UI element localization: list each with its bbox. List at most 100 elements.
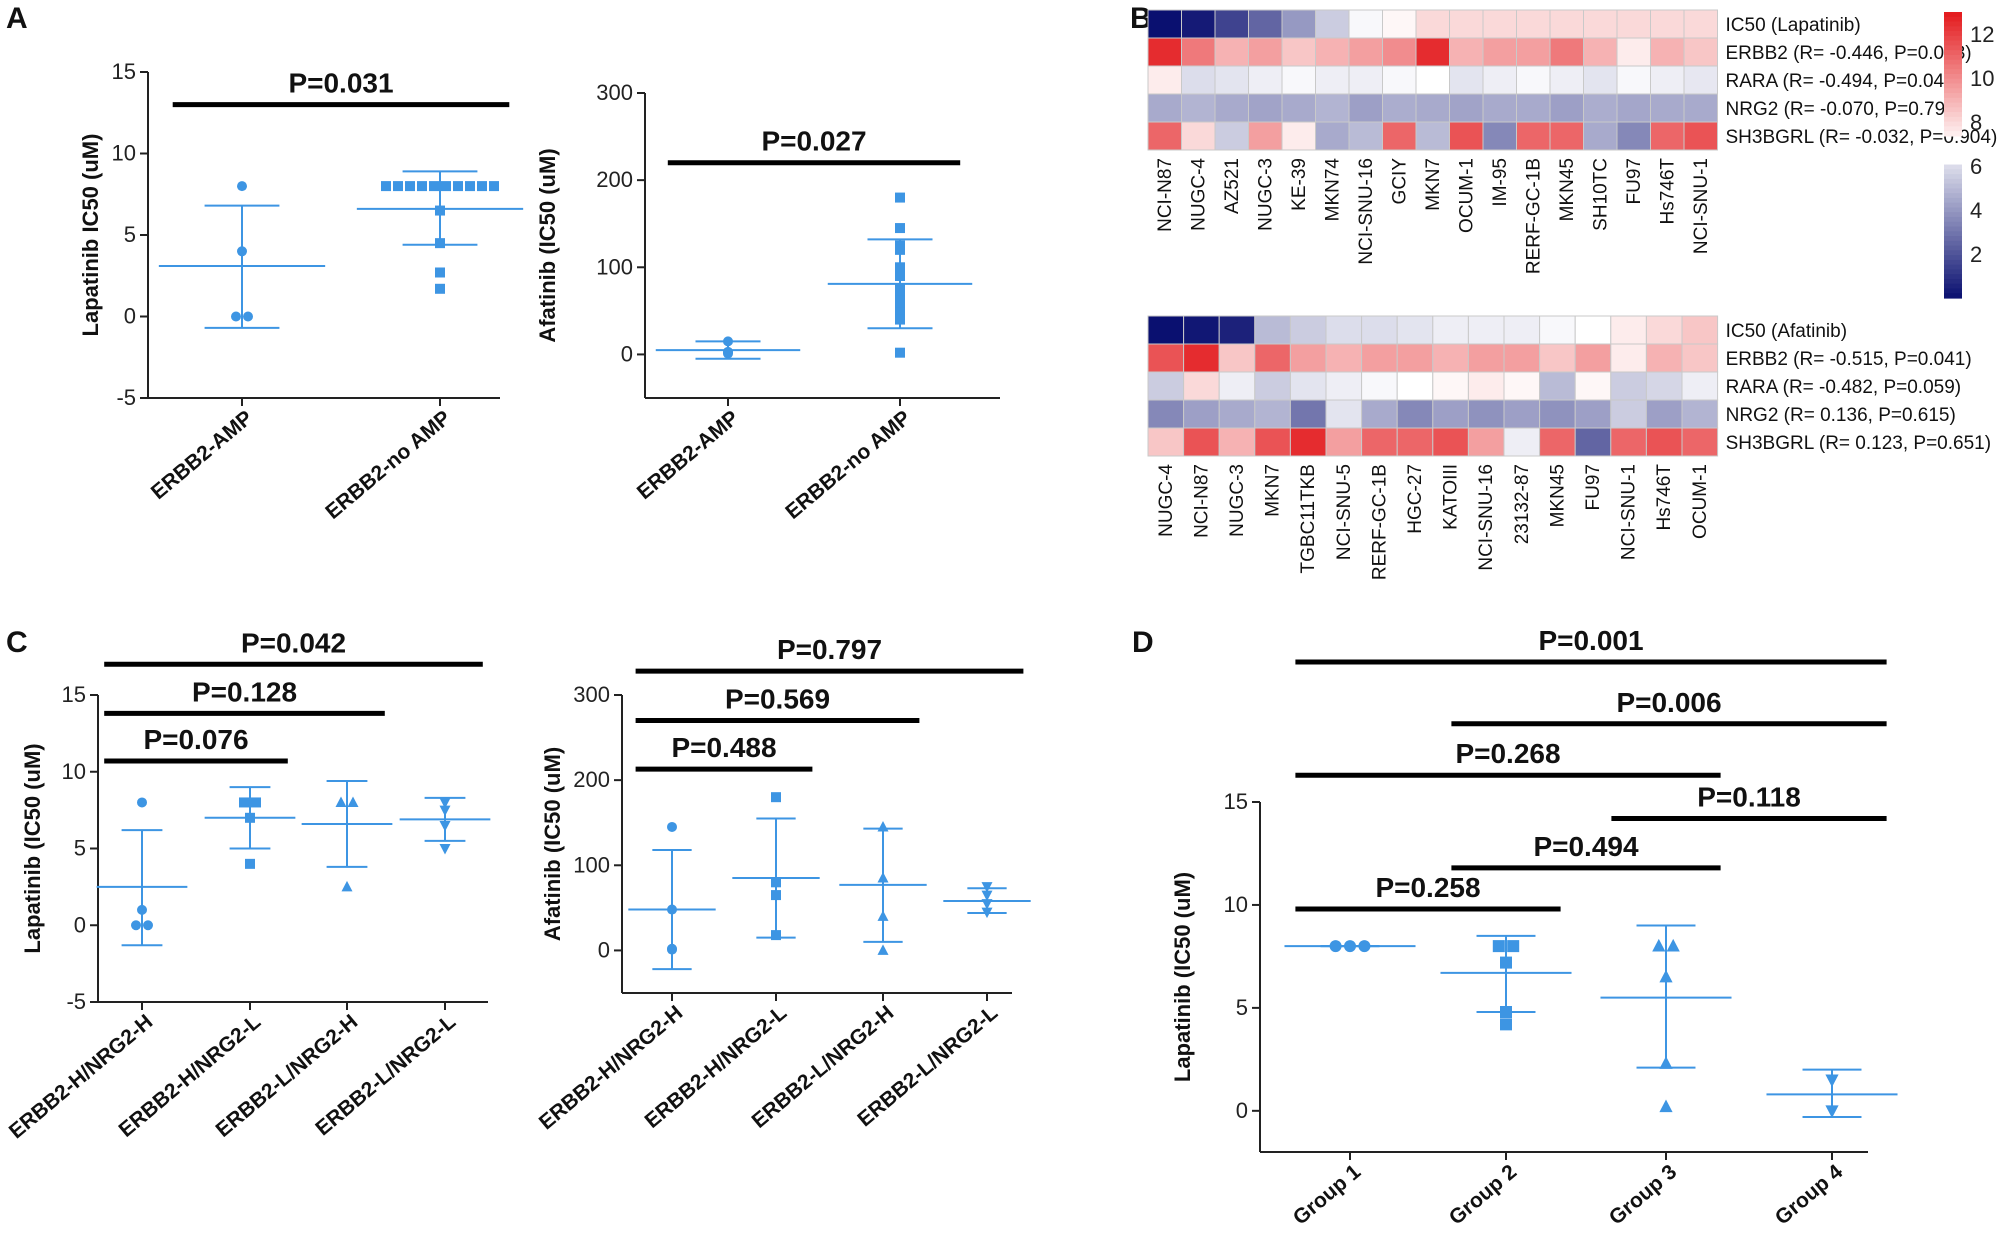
- data-point: [877, 944, 889, 955]
- heatmap-cell: [1683, 65, 1718, 95]
- legend-swatch: [1944, 126, 1962, 132]
- data-point: [723, 348, 733, 359]
- legend-swatch: [1944, 26, 1962, 32]
- heatmap-cell: [1432, 371, 1469, 401]
- data-point: [243, 311, 253, 322]
- data-point: [1329, 940, 1342, 953]
- data-point: [895, 262, 905, 273]
- legend-swatch: [1944, 283, 1962, 290]
- heatmap-cell: [1574, 399, 1612, 429]
- legend-swatch: [1944, 64, 1962, 70]
- data-point: [1659, 1099, 1673, 1113]
- y-tick-label: 10: [62, 759, 86, 784]
- legend-swatch: [1944, 178, 1962, 185]
- legend-swatch: [1944, 174, 1962, 180]
- heatmap-cell: [1348, 9, 1383, 39]
- legend-swatch: [1944, 73, 1962, 80]
- legend-swatch: [1944, 236, 1962, 242]
- y-tick-label: -5: [66, 989, 86, 1014]
- data-point: [1659, 969, 1673, 983]
- heatmap-cell: [1482, 37, 1517, 67]
- data-point: [429, 181, 439, 192]
- y-tick-label: -5: [116, 385, 136, 410]
- heatmap-cell: [1147, 343, 1185, 373]
- y-tick-label: 100: [596, 254, 633, 279]
- heatmap-cell: [1449, 37, 1484, 67]
- legend-swatch: [1944, 78, 1962, 85]
- data-point: [895, 295, 905, 306]
- data-point: [1500, 1006, 1512, 1018]
- y-axis-title: Lapatinib (IC50 (uM): [20, 743, 45, 953]
- heatmap-column-label: NCI-N87: [1191, 464, 1212, 538]
- y-tick-label: 0: [598, 937, 610, 962]
- y-tick-label: 10: [1224, 892, 1248, 917]
- heatmap-cell: [1539, 427, 1576, 457]
- heatmap-column-label: OCUM-1: [1690, 464, 1711, 539]
- heatmap-cell: [1361, 315, 1398, 345]
- legend-swatch: [1944, 207, 1962, 213]
- heatmap-cell: [1183, 427, 1220, 457]
- heatmap-column-label: HGC-27: [1405, 464, 1426, 534]
- data-point: [341, 880, 353, 892]
- data-point: [137, 904, 147, 915]
- y-tick-label: 15: [62, 682, 86, 707]
- heatmap-cell: [1361, 399, 1398, 429]
- legend-swatch: [1944, 193, 1962, 199]
- heatmap-cell: [1325, 315, 1363, 345]
- data-point: [143, 920, 153, 931]
- data-point: [477, 181, 487, 192]
- heatmap-cell: [1683, 37, 1718, 67]
- heatmap-cell: [1449, 65, 1484, 95]
- heatmap-row-label: IC50 (Afatinib): [1726, 321, 1847, 342]
- heatmap-column-label: IM-95: [1490, 158, 1511, 207]
- heatmap-cell: [1467, 399, 1505, 429]
- legend-swatch: [1944, 83, 1962, 89]
- heatmap-cell: [1467, 315, 1505, 345]
- data-point: [895, 244, 905, 255]
- heatmap-cell: [1183, 399, 1220, 429]
- heatmap-cell: [1218, 427, 1256, 457]
- legend-swatch: [1944, 188, 1962, 194]
- heatmap-cell: [1248, 65, 1283, 95]
- data-point: [435, 205, 445, 216]
- heatmap-cell: [1183, 371, 1220, 401]
- data-point: [771, 792, 781, 803]
- heatmap-cell: [1181, 65, 1216, 95]
- legend-swatch: [1944, 69, 1962, 75]
- data-point: [439, 805, 451, 817]
- heatmap-cell: [1147, 121, 1182, 151]
- data-point: [381, 181, 391, 192]
- legend-swatch: [1944, 116, 1962, 123]
- heatmap-cell: [1348, 93, 1383, 123]
- legend-swatch: [1944, 145, 1962, 150]
- heatmap-cell: [1583, 65, 1618, 95]
- heatmap-cell: [1348, 121, 1383, 151]
- data-point: [435, 267, 445, 278]
- heatmap-cell: [1218, 315, 1256, 345]
- legend-swatch: [1944, 45, 1962, 51]
- legend-swatch: [1944, 250, 1962, 256]
- heatmap-cell: [1432, 427, 1469, 457]
- data-point: [231, 311, 241, 322]
- heatmap-cell: [1449, 9, 1484, 39]
- heatmap-cell: [1382, 37, 1417, 67]
- panel-label-b: B: [1130, 2, 1152, 35]
- data-point: [667, 944, 677, 955]
- data-point: [723, 336, 733, 347]
- heatmap-cell: [1254, 371, 1291, 401]
- heatmap-cell: [1281, 93, 1316, 123]
- heatmap-column-label: FU97: [1583, 464, 1604, 510]
- heatmap-cell: [1650, 65, 1685, 95]
- heatmap-cell: [1645, 343, 1683, 373]
- heatmap-cell: [1289, 371, 1327, 401]
- heatmap-cell: [1482, 65, 1517, 95]
- heatmap-cell: [1516, 93, 1551, 123]
- heatmap-row-label: IC50 (Lapatinib): [1726, 15, 1861, 36]
- data-point: [1666, 938, 1680, 952]
- heatmap-cell: [1432, 343, 1469, 373]
- heatmap-cell: [1616, 37, 1651, 67]
- y-tick-label: 15: [1224, 789, 1248, 814]
- legend-swatch: [1944, 255, 1962, 261]
- data-point: [895, 192, 905, 203]
- data-point: [245, 858, 255, 869]
